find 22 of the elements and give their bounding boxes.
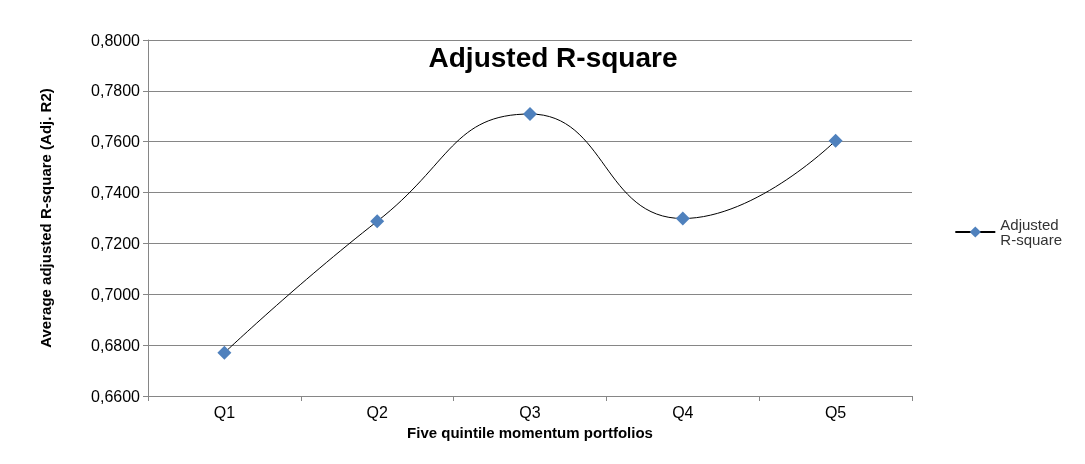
x-tick-label: Q3 xyxy=(519,403,541,421)
point xyxy=(217,345,232,360)
y-tick-label: 0,6600 xyxy=(91,387,141,405)
x-tick-label: Q2 xyxy=(366,403,388,421)
x-tick-label: Q1 xyxy=(213,403,236,421)
legend-label: Adjusted R-square xyxy=(1000,216,1063,248)
chart-title: Adjusted R-square xyxy=(428,41,678,73)
y-tick-label: 0,7800 xyxy=(91,82,141,100)
x-axis-title: Five quintile momentum portfolios xyxy=(407,423,653,441)
y-tick-label: 0,7000 xyxy=(91,285,141,303)
point xyxy=(828,133,843,148)
x-tick-label: Q5 xyxy=(824,403,847,421)
y-axis-title: Average adjusted R-square (Adj. R2) xyxy=(37,88,54,348)
x-tick-label: Q4 xyxy=(672,403,694,421)
y-tick-label: 0,7600 xyxy=(91,133,141,151)
y-tick-label: 0,7400 xyxy=(91,184,141,202)
y-tick-label: 0,6800 xyxy=(91,336,141,354)
point xyxy=(370,214,385,229)
point xyxy=(523,107,537,121)
y-tick-label: 0,7200 xyxy=(91,234,141,252)
y-tick-label: 0,8000 xyxy=(91,31,141,49)
point xyxy=(675,211,690,226)
